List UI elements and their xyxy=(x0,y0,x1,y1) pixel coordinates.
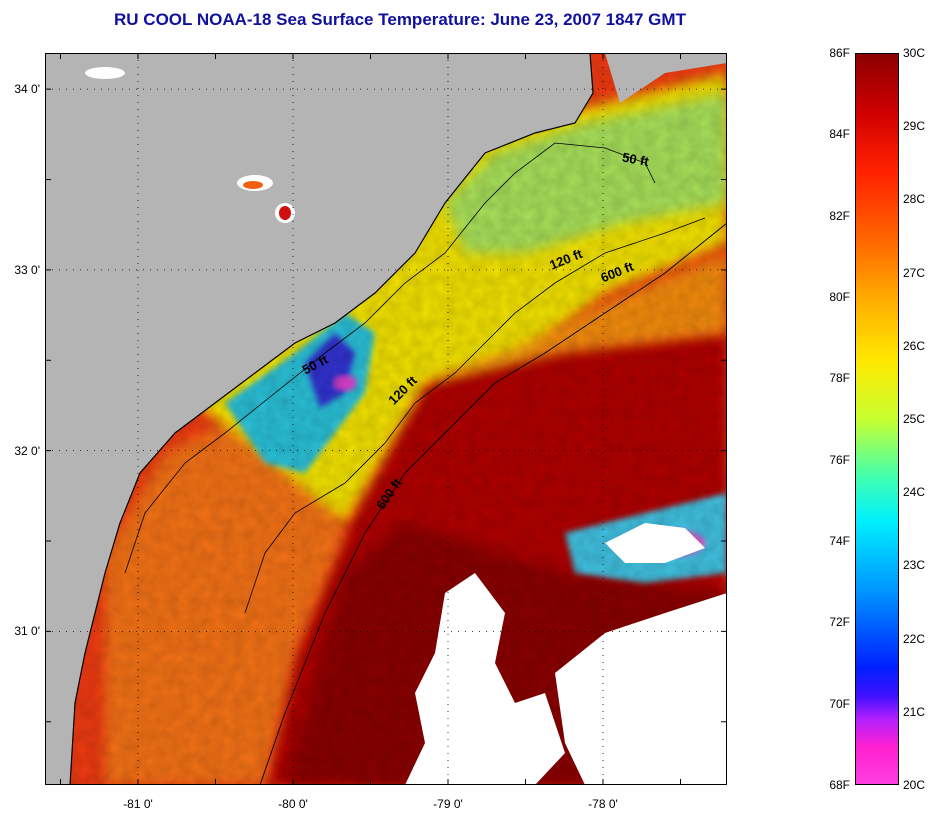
lat-tick-label: 32 0' xyxy=(14,443,40,458)
lon-tick-label: -81 0' xyxy=(123,797,153,811)
colorbar-celsius-label: 25C xyxy=(903,412,926,426)
colorbar-fahrenheit-label: 78F xyxy=(829,371,850,386)
warm-spot-1 xyxy=(243,181,263,189)
colorbar-celsius-label: 26C xyxy=(903,338,926,353)
lat-tick-label: 31 0' xyxy=(14,624,40,639)
isobath-600ft xyxy=(259,222,727,785)
map-border xyxy=(45,53,727,785)
colorbar-fahrenheit-label: 70F xyxy=(829,696,850,711)
colorbar-celsius-label: 28C xyxy=(903,192,926,207)
lon-tick-label: -80 0' xyxy=(278,797,308,811)
colorbar-fahrenheit-label: 84F xyxy=(829,127,850,142)
colorbar-celsius-label: 29C xyxy=(903,119,926,134)
colorbar-celsius-label: 23C xyxy=(903,558,926,573)
colorbar-fahrenheit-label: 80F xyxy=(829,290,850,304)
isobath-label: 50 ft xyxy=(621,150,651,170)
land-north xyxy=(605,53,727,103)
colorbar-fahrenheit-label: 76F xyxy=(829,452,850,467)
colorbar-celsius-label: 24C xyxy=(903,485,926,500)
colorbar-celsius-label: 30C xyxy=(903,46,926,60)
isobath-120ft xyxy=(244,217,706,614)
colorbar-fahrenheit-label: 74F xyxy=(829,534,850,548)
lat-tick-label: 33 0' xyxy=(14,262,40,277)
colorbar-celsius-label: 20C xyxy=(903,778,926,792)
temperature-colorbar xyxy=(855,53,899,785)
lon-tick-label: -79 0' xyxy=(433,797,463,811)
colorbar-fahrenheit-label: 86F xyxy=(829,46,850,60)
colorbar-celsius-label: 21C xyxy=(903,704,926,719)
colorbar-fahrenheit-label: 68F xyxy=(829,778,850,792)
map-title: RU COOL NOAA-18 Sea Surface Temperature:… xyxy=(114,10,686,29)
isobath-50ft xyxy=(124,142,656,574)
warm-spot-2 xyxy=(279,206,291,220)
coastline xyxy=(69,53,594,785)
lat-tick-label: 34 0' xyxy=(14,82,40,97)
land-mass xyxy=(45,53,593,785)
colorbar-celsius-label: 27C xyxy=(903,265,926,280)
colorbar-fahrenheit-label: 82F xyxy=(829,208,850,223)
colorbar-celsius-label: 22C xyxy=(903,631,926,646)
colorbar-fahrenheit-label: 72F xyxy=(829,615,850,630)
cloud-mask xyxy=(85,67,727,785)
lon-tick-label: -78 0' xyxy=(588,797,618,811)
